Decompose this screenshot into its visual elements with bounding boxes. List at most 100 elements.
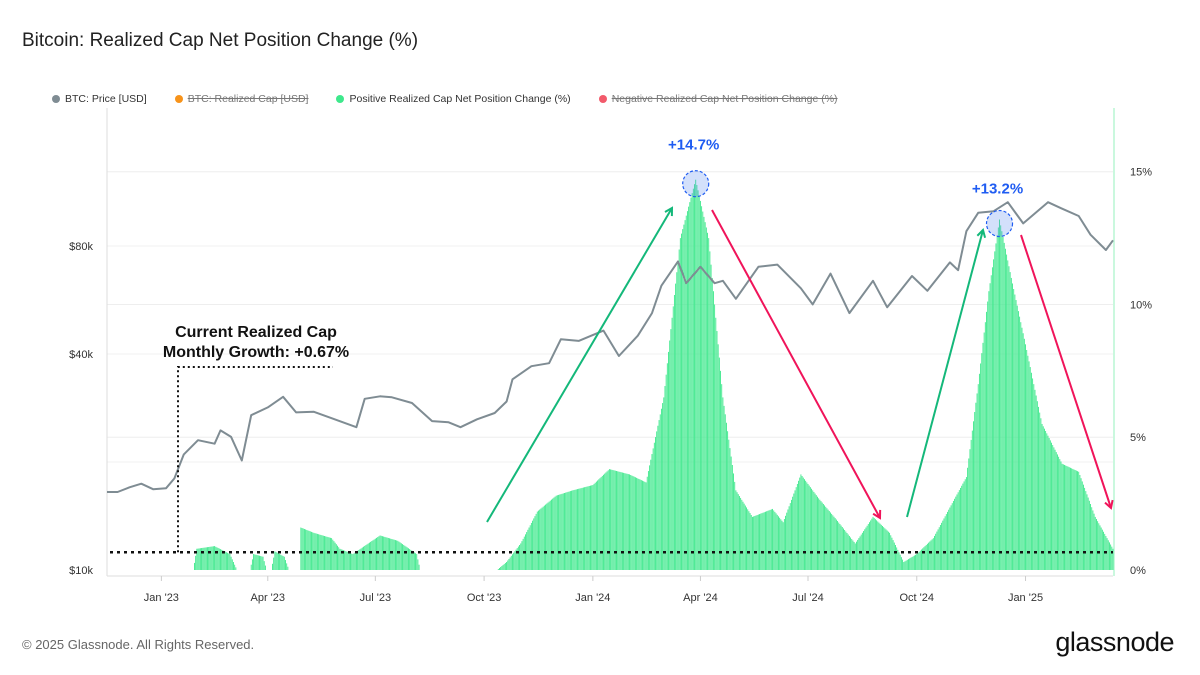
bar	[331, 538, 333, 570]
bar	[374, 538, 376, 570]
bar	[225, 552, 227, 570]
bar	[856, 541, 857, 570]
bar	[1058, 456, 1060, 570]
bar	[606, 471, 608, 570]
bar	[1045, 430, 1047, 570]
bar	[529, 525, 531, 570]
bar	[578, 488, 580, 570]
bar	[605, 472, 607, 570]
bar	[695, 179, 697, 571]
bar	[1022, 333, 1024, 570]
bar	[1026, 350, 1028, 570]
bar	[549, 500, 551, 570]
bar	[315, 533, 317, 570]
bar	[710, 264, 712, 570]
bar	[577, 489, 578, 570]
bar	[391, 539, 393, 570]
bar	[415, 553, 416, 570]
bar	[535, 513, 537, 570]
bar	[507, 560, 509, 570]
bar	[311, 531, 312, 570]
bar	[948, 509, 950, 570]
bar	[1085, 491, 1087, 570]
bar	[561, 493, 563, 570]
bar	[397, 540, 399, 570]
bar	[1110, 544, 1112, 570]
bar	[788, 506, 790, 570]
bar	[828, 511, 830, 570]
bar	[519, 544, 521, 570]
bar	[360, 548, 362, 570]
bar	[678, 249, 680, 570]
bar	[301, 528, 303, 570]
bar	[302, 528, 304, 570]
bar	[1081, 481, 1083, 570]
price-line	[107, 201, 1114, 493]
bar	[924, 546, 926, 570]
bar	[1002, 237, 1004, 570]
bar	[592, 485, 594, 570]
bar	[804, 479, 805, 570]
bar	[747, 509, 749, 570]
bar	[588, 485, 590, 570]
bar	[699, 200, 701, 570]
bar	[663, 397, 665, 570]
bar	[762, 512, 764, 570]
bar	[698, 195, 700, 570]
bar	[604, 473, 606, 570]
bar	[997, 227, 999, 570]
bar	[272, 563, 273, 570]
bar	[910, 557, 912, 570]
bar	[932, 538, 934, 570]
bar	[1042, 426, 1044, 570]
bar	[743, 503, 745, 570]
bar	[1087, 497, 1089, 570]
bar	[623, 472, 625, 570]
bar	[1099, 525, 1101, 570]
bar	[982, 342, 984, 570]
bar	[682, 229, 684, 571]
legend-item-realized-cap[interactable]: BTC: Realized Cap [USD]	[174, 93, 308, 105]
bar	[793, 493, 795, 570]
bar	[1059, 459, 1061, 570]
bar	[1080, 478, 1082, 570]
bar	[199, 548, 201, 570]
legend-dot	[52, 95, 60, 103]
bar	[708, 238, 710, 570]
bar	[887, 531, 889, 570]
bar	[373, 539, 375, 570]
bar	[646, 476, 648, 570]
bar	[389, 538, 390, 570]
bar	[748, 511, 750, 570]
bar	[1054, 449, 1056, 570]
legend-item-positive-change[interactable]: Positive Realized Cap Net Position Chang…	[336, 93, 571, 105]
bar	[960, 487, 961, 570]
bar	[848, 535, 850, 570]
bar	[280, 554, 282, 570]
bar	[835, 519, 837, 570]
bar	[883, 527, 885, 570]
bar	[832, 515, 834, 570]
bar	[1046, 433, 1048, 570]
bar	[683, 224, 685, 570]
bar	[928, 542, 930, 570]
legend-item-price[interactable]: BTC: Price [USD]	[52, 93, 147, 105]
bar	[328, 537, 330, 570]
bar	[597, 480, 599, 570]
bar	[929, 541, 931, 570]
bar	[904, 561, 906, 570]
bar	[410, 549, 412, 570]
bar	[657, 425, 659, 570]
bar	[368, 542, 370, 570]
bar	[520, 543, 522, 570]
bar	[782, 522, 784, 570]
bar	[754, 515, 756, 570]
bar	[931, 539, 933, 570]
bar	[760, 513, 762, 570]
bar	[872, 516, 874, 570]
bar	[1027, 355, 1029, 570]
bar	[990, 275, 992, 570]
legend-item-negative-change[interactable]: Negative Realized Cap Net Position Chang…	[598, 93, 838, 105]
bar	[590, 485, 591, 570]
bar	[231, 559, 233, 570]
